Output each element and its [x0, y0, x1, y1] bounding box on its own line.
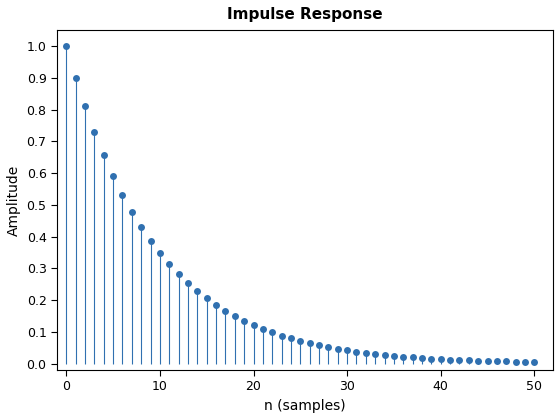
Y-axis label: Amplitude: Amplitude: [7, 165, 21, 236]
Title: Impulse Response: Impulse Response: [227, 7, 383, 22]
X-axis label: n (samples): n (samples): [264, 399, 346, 413]
